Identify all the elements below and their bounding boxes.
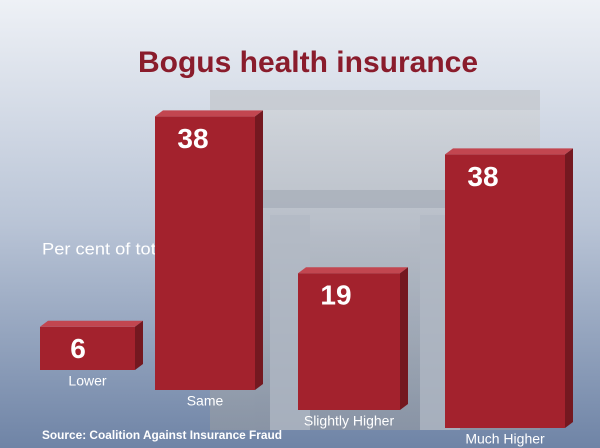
bar xyxy=(298,273,400,410)
value-label: 19 xyxy=(320,280,351,311)
value-label: 6 xyxy=(70,333,86,364)
bar-group xyxy=(298,267,408,410)
bar-top xyxy=(155,110,263,117)
x-tick-label: Lower xyxy=(68,373,106,389)
bar-group xyxy=(155,110,263,391)
bar-top xyxy=(298,267,408,274)
bar-top xyxy=(445,148,573,155)
bar-side xyxy=(400,267,408,410)
value-label: 38 xyxy=(467,161,498,192)
chart-title: Bogus health insurance xyxy=(138,46,478,79)
value-label: 38 xyxy=(177,123,208,154)
subtitle: Per cent of total xyxy=(42,239,170,258)
bar-side xyxy=(565,148,573,428)
bar xyxy=(445,154,565,428)
bar xyxy=(40,326,135,370)
x-tick-label: Slightly Higher xyxy=(304,413,395,429)
bar-top xyxy=(40,320,143,327)
bar-group xyxy=(40,320,143,370)
bar-group xyxy=(445,148,573,428)
bar-side xyxy=(255,110,263,391)
x-tick-label: Same xyxy=(187,393,224,409)
x-tick-label: Much Higher xyxy=(465,431,545,447)
source: Source: Coalition Against Insurance Frau… xyxy=(42,428,282,442)
bar-side xyxy=(135,320,143,370)
bar xyxy=(155,116,255,391)
